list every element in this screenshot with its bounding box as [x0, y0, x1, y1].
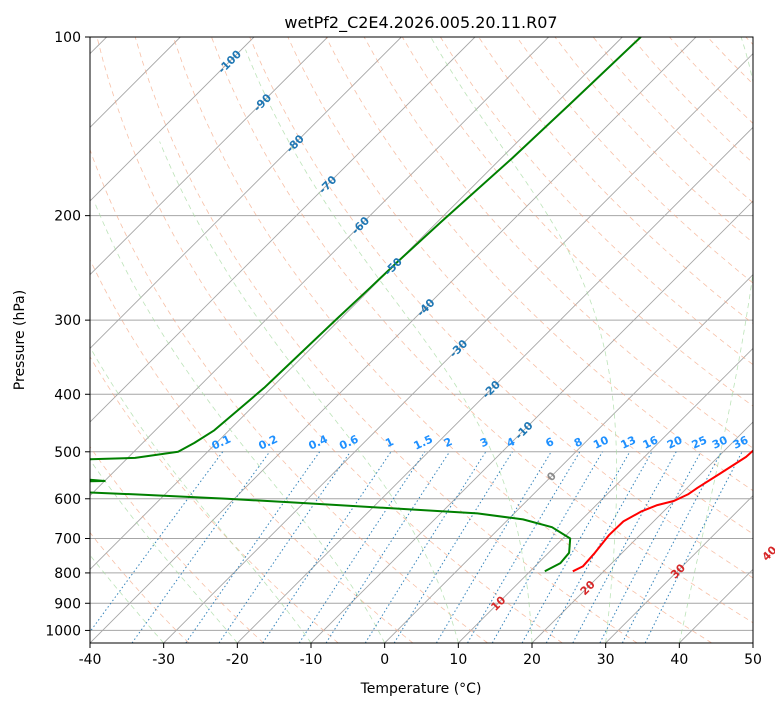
- dry-adiabat: [249, 37, 753, 579]
- mixing-ratio-line: [90, 451, 224, 633]
- moist-adiabat: [245, 49, 533, 643]
- x-tick-label: -20: [226, 652, 249, 668]
- mixing-ratio-line: [545, 451, 653, 643]
- mixing-ratio-label: 36: [731, 433, 751, 451]
- chart-title: wetPf2_C2E4.2026.005.20.11.R07: [284, 13, 557, 33]
- mixing-ratio-line: [521, 451, 631, 643]
- dry-adiabat: [90, 356, 339, 643]
- isotherm-line: [90, 37, 697, 643]
- x-tick-label: 50: [744, 652, 762, 668]
- dry-adiabat: [90, 446, 264, 643]
- x-tick-label: 40: [670, 652, 688, 668]
- isotherm-line: [384, 274, 753, 643]
- x-tick-label: 10: [449, 652, 467, 668]
- mixing-ratio-line: [262, 451, 392, 643]
- mixing-ratio-line: [185, 451, 321, 643]
- x-tick-label: -40: [79, 652, 102, 668]
- mixing-ratio-label: 13: [619, 433, 638, 451]
- x-tick-label: 0: [380, 652, 389, 668]
- mixing-ratio-lines: [90, 451, 743, 643]
- y-tick-label: 300: [54, 313, 81, 329]
- isotherm-line: [163, 53, 753, 643]
- moist-adiabat: [90, 459, 238, 643]
- y-tick-label: 100: [54, 30, 81, 46]
- isotherm-line: [605, 495, 753, 643]
- isotherm-line: [90, 37, 255, 202]
- isotherm-line: [531, 421, 753, 643]
- isotherm-line: [90, 37, 476, 423]
- isotherm-line: [90, 37, 402, 349]
- dewpoint-profile: [90, 37, 642, 573]
- mixing-ratio-label: 16: [641, 433, 661, 451]
- mixing-ratio-line: [435, 451, 552, 643]
- y-tick-label: 600: [54, 492, 81, 508]
- y-axis-label: Pressure (hPa): [12, 290, 28, 390]
- y-tick-label: 200: [54, 209, 81, 225]
- mixing-ratio-label: 10: [591, 433, 611, 451]
- dry-adiabat: [401, 37, 753, 407]
- mixing-ratio-label: 25: [690, 434, 709, 452]
- mixing-ratio-line: [131, 451, 271, 643]
- y-axis-ticks: 100 200 300 400 500 600 700 800 900 1000: [45, 30, 90, 639]
- isotherm-line: [90, 37, 549, 497]
- mixing-ratio-label: 20: [665, 433, 685, 451]
- background-lines: [90, 37, 753, 643]
- y-tick-label: 900: [54, 596, 81, 612]
- sounding-profiles: [90, 37, 753, 573]
- plot-background: [90, 37, 753, 643]
- mixing-ratio-line: [599, 451, 702, 643]
- plot-frame: [89, 36, 754, 644]
- x-tick-label: -30: [152, 652, 175, 668]
- dry-adiabat: [287, 37, 753, 535]
- y-tick-label: 1000: [45, 623, 81, 639]
- isotherm-line: [90, 37, 328, 276]
- mixing-ratio-line: [218, 451, 351, 643]
- mixing-ratio-line: [364, 451, 487, 643]
- mixing-ratio-line: [298, 451, 426, 643]
- dry-adiabat: [134, 37, 638, 643]
- y-tick-label: 400: [54, 387, 81, 403]
- y-tick-label: 800: [54, 566, 81, 582]
- mixing-ratio-line: [572, 451, 677, 643]
- x-axis-label: Temperature (°C): [360, 681, 482, 697]
- dry-adiabat: [172, 37, 712, 643]
- dry-adiabat: [211, 37, 753, 624]
- isotherm-line: [458, 347, 753, 643]
- dry-adiabat: [96, 37, 563, 643]
- dry-adiabat: [90, 258, 414, 643]
- x-tick-label: -10: [300, 652, 323, 668]
- temperature-profile: [572, 449, 753, 573]
- dry-adiabat: [90, 148, 488, 643]
- isotherm-line: [237, 126, 753, 643]
- y-tick-label: 700: [54, 532, 81, 548]
- mixing-ratio-line: [325, 451, 451, 643]
- mixing-ratio-label: 30: [710, 433, 730, 451]
- moist-adiabat: [159, 141, 459, 643]
- dry-adiabat: [440, 37, 753, 366]
- moist-adiabat: [94, 202, 386, 643]
- moist-adiabat: [90, 346, 312, 643]
- x-axis-ticks: -40 -30 -20 -10 0 10 20 30 40 50: [79, 643, 762, 668]
- dry-adiabat: [516, 37, 753, 284]
- mixing-ratio-line: [644, 451, 743, 643]
- isotherm-line: [90, 37, 623, 570]
- y-tick-label: 500: [54, 445, 81, 461]
- moist-adiabat: [430, 37, 618, 643]
- isotherm-label: 40: [759, 543, 775, 563]
- x-tick-label: 20: [523, 652, 541, 668]
- x-tick-label: 30: [597, 652, 615, 668]
- dry-adiabat: [90, 531, 190, 643]
